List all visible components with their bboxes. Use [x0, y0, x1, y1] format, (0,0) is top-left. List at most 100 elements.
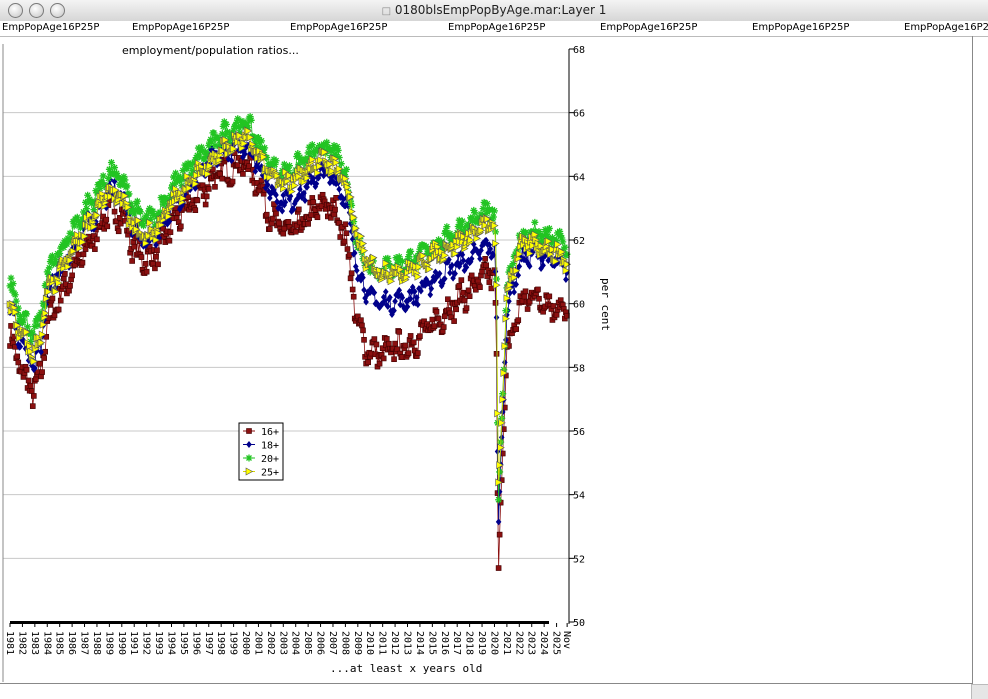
data-point-16 [33, 376, 39, 382]
layer-tab[interactable]: EmpPopAge16P25P [2, 22, 100, 33]
data-point-16 [29, 403, 36, 409]
data-point-16 [69, 272, 75, 279]
window-bottom-border [0, 683, 973, 684]
data-point-25 [317, 155, 325, 165]
data-point-25 [152, 236, 161, 245]
data-point-18 [463, 263, 470, 271]
window-title: □ 0180blsEmpPopByAge.mar:Layer 1 [0, 3, 988, 17]
data-point-20 [233, 118, 241, 126]
data-point-20 [298, 156, 306, 164]
x-tick-label: 1996 [190, 631, 201, 655]
data-point-25 [549, 245, 557, 254]
data-point-20 [40, 302, 48, 310]
data-point-20 [446, 230, 454, 238]
data-point-16 [192, 207, 199, 213]
data-point-20 [107, 158, 115, 166]
data-point-20 [342, 165, 350, 173]
data-point-25 [42, 294, 51, 303]
data-point-20 [132, 200, 140, 208]
data-point-16 [62, 271, 68, 277]
series-25-plus [6, 126, 572, 487]
x-tick-label: 1981 [4, 631, 15, 655]
data-point-20 [240, 118, 248, 126]
data-point-20 [443, 223, 451, 231]
data-point-25 [291, 181, 299, 190]
data-point-25 [467, 236, 475, 245]
data-point-20 [258, 137, 266, 145]
x-tick-label: 2011 [377, 631, 388, 655]
data-point-20 [395, 253, 403, 261]
data-point-16 [550, 303, 557, 309]
data-point-20 [66, 229, 74, 237]
data-point-16 [167, 229, 174, 235]
data-point-16 [67, 282, 73, 289]
close-window-button[interactable] [8, 3, 23, 18]
data-point-20 [29, 330, 37, 338]
data-point-20 [310, 151, 318, 159]
data-point-16 [391, 356, 397, 363]
layer-tab[interactable]: EmpPopAge16P25P [290, 22, 388, 33]
data-point-20 [559, 238, 567, 246]
data-point-20 [214, 134, 222, 142]
data-point-20 [83, 205, 91, 213]
data-point-18 [423, 275, 429, 283]
data-point-25 [500, 369, 508, 378]
data-point-18 [407, 295, 414, 303]
data-point-16 [314, 214, 321, 221]
zoom-window-button[interactable] [50, 3, 65, 18]
data-point-16 [492, 300, 499, 306]
layer-tab[interactable]: EmpPopAge16P25P [600, 22, 698, 33]
layer-tab[interactable]: EmpPopAge16P25P [752, 22, 850, 33]
data-point-20 [543, 233, 551, 241]
data-point-16 [203, 193, 210, 200]
data-point-20 [113, 169, 121, 177]
layer-tab[interactable]: EmpPopAge16P25P [904, 22, 988, 33]
data-point-18 [499, 408, 506, 416]
data-point-20 [194, 144, 202, 152]
data-point-16 [308, 212, 315, 218]
data-point-25 [93, 211, 102, 220]
data-point-16 [331, 211, 337, 218]
data-point-25 [415, 263, 424, 272]
data-point-18 [179, 202, 185, 210]
data-point-25 [396, 265, 405, 274]
data-point-18 [280, 191, 287, 199]
data-point-25 [286, 171, 294, 180]
data-point-25 [146, 218, 154, 227]
data-point-16 [342, 221, 349, 228]
data-point-18 [511, 288, 517, 296]
minimize-window-button[interactable] [29, 3, 44, 18]
layer-tab[interactable]: EmpPopAge16P25P [448, 22, 546, 33]
resize-grip[interactable] [971, 684, 988, 699]
data-point-16 [88, 243, 95, 249]
window-title-text: 0180blsEmpPopByAge.mar:Layer 1 [394, 3, 607, 17]
data-point-25 [240, 139, 249, 148]
x-tick-label: 1989 [103, 631, 114, 655]
legend-label: 16+ [261, 427, 279, 438]
data-point-25 [382, 259, 390, 268]
data-point-16 [129, 258, 135, 264]
data-point-25 [526, 249, 534, 258]
data-point-18 [242, 150, 248, 158]
data-point-20 [74, 217, 82, 225]
data-point-20 [63, 240, 71, 248]
x-tick-label: 1998 [215, 631, 226, 655]
data-point-16 [143, 268, 150, 275]
data-point-16 [202, 201, 209, 208]
data-point-20 [181, 161, 189, 169]
y-tick-label: 56 [573, 427, 585, 438]
data-point-20 [70, 222, 78, 230]
data-point-16 [23, 366, 30, 373]
data-point-25 [246, 133, 255, 142]
data-point-16 [429, 316, 436, 323]
data-point-25 [493, 281, 501, 290]
layer-tab[interactable]: EmpPopAge16P25P [132, 22, 230, 33]
data-point-20 [125, 190, 133, 198]
legend[interactable]: 16+ 18+ 20+ 25+ [238, 422, 284, 481]
data-point-18 [397, 301, 404, 309]
x-tick-label: 2024 [538, 631, 549, 655]
data-point-16 [522, 288, 529, 295]
data-point-18 [428, 285, 435, 293]
data-point-16 [92, 246, 98, 252]
x-tick-label: 1994 [165, 631, 176, 655]
